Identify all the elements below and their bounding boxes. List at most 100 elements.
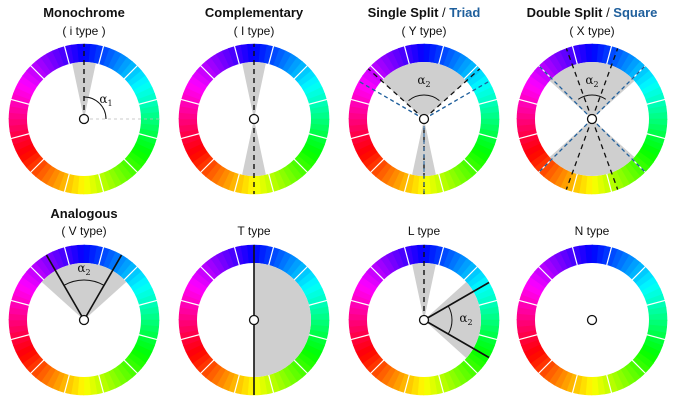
alpha-subscript: 2 xyxy=(594,80,599,89)
hue-ring-segment xyxy=(310,112,330,120)
hue-ring-segment xyxy=(585,43,593,63)
ring-separator xyxy=(29,158,45,174)
alpha-label: α1 xyxy=(99,92,112,108)
ring-separator xyxy=(463,158,479,174)
wheel-double-split: α2 xyxy=(516,43,668,195)
ring-separator xyxy=(199,265,215,281)
hue-ring-segment xyxy=(516,319,536,327)
subtitle-analogous: ( V type) xyxy=(61,224,106,238)
angle-arc xyxy=(447,305,453,335)
ring-separator xyxy=(369,359,385,375)
ring-separator xyxy=(293,265,309,281)
wheel-monochrome: α1 xyxy=(8,43,160,195)
ring-separator xyxy=(477,299,498,307)
hue-ring-segment xyxy=(585,244,593,264)
ring-separator xyxy=(645,132,666,140)
ring-separator xyxy=(293,64,309,80)
ring-separator xyxy=(97,172,105,193)
axis-line xyxy=(45,254,85,321)
ring-separator xyxy=(437,373,445,394)
axis-line xyxy=(83,254,123,321)
subtitle-monochrome: ( i type ) xyxy=(62,24,105,38)
ring-separator xyxy=(63,172,71,193)
labels: Monochrome ( i type ) Complementary ( I … xyxy=(43,5,657,238)
angle-arc xyxy=(577,94,607,100)
hue-ring-segment xyxy=(516,118,536,126)
center-point xyxy=(586,113,598,125)
ring-separator xyxy=(437,45,445,66)
ring-separator xyxy=(463,64,479,80)
hue-ring-segment xyxy=(8,319,28,327)
title-single-split-main: Single Split xyxy=(368,5,439,20)
title-analogous: Analogous xyxy=(50,206,117,221)
triad-line xyxy=(423,80,490,120)
ring-separator xyxy=(350,132,371,140)
ring-separator xyxy=(571,373,579,394)
ring-separator xyxy=(403,45,411,66)
ring-separator xyxy=(307,98,328,106)
subtitle-n-type: N type xyxy=(575,224,610,238)
wheel-single-split: α2 xyxy=(348,43,500,195)
wheel-l-type: α2 xyxy=(348,244,500,396)
center-point xyxy=(78,113,90,125)
ring-separator xyxy=(97,246,105,267)
title-square: Square xyxy=(613,5,657,20)
ring-separator xyxy=(350,333,371,341)
angle-arc xyxy=(408,94,440,101)
hue-ring-segment xyxy=(591,175,599,195)
hue-ring-segment xyxy=(417,43,425,63)
hue-ring-segment xyxy=(178,319,198,327)
axis-line xyxy=(367,68,425,120)
ring-separator xyxy=(350,98,371,106)
ring-separator xyxy=(233,373,241,394)
wheel-complementary xyxy=(178,43,330,195)
ring-separator xyxy=(180,132,201,140)
ring-separator xyxy=(63,45,71,66)
title-monochrome: Monochrome xyxy=(43,5,125,20)
title-triad: Triad xyxy=(449,5,480,20)
subtitle-t-type: T type xyxy=(237,224,270,238)
ring-separator xyxy=(199,359,215,375)
ring-separator xyxy=(369,158,385,174)
axis-line xyxy=(591,48,619,120)
ring-separator xyxy=(63,373,71,394)
ring-separator xyxy=(437,246,445,267)
center-point xyxy=(586,314,598,326)
hue-ring-segment xyxy=(83,376,91,396)
alpha-symbol: α xyxy=(459,311,467,325)
alpha-symbol: α xyxy=(585,73,593,87)
ring-separator xyxy=(233,45,241,66)
ring-separator xyxy=(463,359,479,375)
ring-separator xyxy=(137,132,158,140)
title-double-split-main: Double Split xyxy=(527,5,604,20)
angle-arc xyxy=(83,96,107,120)
subtitle-complementary: ( I type) xyxy=(234,24,275,38)
ring-separator xyxy=(267,172,275,193)
title-single-split: Single Split / Triad xyxy=(368,5,481,20)
center-point xyxy=(248,113,260,125)
hue-ring-segment xyxy=(348,118,368,126)
ring-separator xyxy=(631,265,647,281)
hue-ring-segment xyxy=(83,175,91,195)
ring-separator xyxy=(307,333,328,341)
ring-separator xyxy=(463,265,479,281)
alpha-subscript: 2 xyxy=(468,318,473,327)
ring-separator xyxy=(10,132,31,140)
ring-separator xyxy=(571,172,579,193)
ring-separator xyxy=(518,132,539,140)
ring-separator xyxy=(403,373,411,394)
ring-separator xyxy=(571,246,579,267)
ring-separator xyxy=(267,373,275,394)
axis-line xyxy=(591,118,619,190)
ring-separator xyxy=(180,299,201,307)
alpha-label: α2 xyxy=(459,311,472,327)
ring-separator xyxy=(537,265,553,281)
title-complementary: Complementary xyxy=(205,5,304,20)
ring-separator xyxy=(571,45,579,66)
ring-separator xyxy=(369,265,385,281)
axis-line xyxy=(423,68,481,120)
axis-line xyxy=(423,319,490,359)
square-line xyxy=(591,65,646,120)
hue-ring-segment xyxy=(648,313,668,321)
ring-separator xyxy=(29,359,45,375)
